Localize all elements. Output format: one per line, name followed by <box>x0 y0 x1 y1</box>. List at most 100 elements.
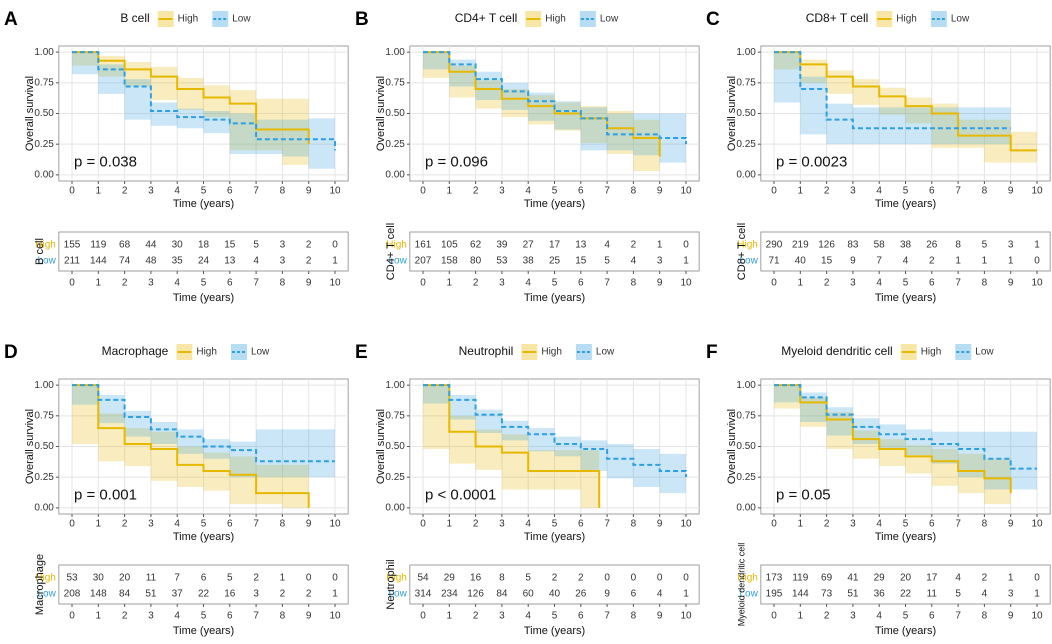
risk-count: 15 <box>224 240 236 251</box>
risk-count: 2 <box>280 589 286 600</box>
risk-count: 0 <box>1034 573 1040 584</box>
x-tick-label: 6 <box>227 611 233 622</box>
x-tick-label: 10 <box>680 519 692 530</box>
x-tick-label: 0 <box>69 186 75 197</box>
risk-count: 3 <box>280 240 286 251</box>
x-tick-label: 9 <box>1008 278 1014 289</box>
y-tick-label: 0.75 <box>385 410 405 421</box>
x-tick-label: 4 <box>525 611 531 622</box>
risk-count: 3 <box>280 256 286 267</box>
x-tick-label: 5 <box>552 278 558 289</box>
y-tick-label: 0.25 <box>34 139 54 150</box>
x-tick-label: 5 <box>552 519 558 530</box>
x-tick-label: 8 <box>631 186 637 197</box>
x-tick-label: 3 <box>499 611 505 622</box>
y-tick-label: 0.00 <box>34 503 54 514</box>
y-tick-label: 1.00 <box>34 380 54 391</box>
risk-count: 5 <box>604 256 610 267</box>
risk-count: 84 <box>496 589 508 600</box>
x-tick-label: 1 <box>447 611 453 622</box>
risk-count: 4 <box>631 256 637 267</box>
x-tick-label: 10 <box>680 611 692 622</box>
risk-count: 25 <box>549 256 561 267</box>
risk-count: 2 <box>306 256 312 267</box>
x-tick-label: 7 <box>604 186 610 197</box>
risk-count: 54 <box>417 573 429 584</box>
risk-count: 314 <box>415 589 432 600</box>
x-tick-label: 5 <box>201 186 207 197</box>
x-tick-label: 3 <box>148 186 154 197</box>
p-value: p = 0.0023 <box>776 154 847 171</box>
risk-count: 0 <box>631 573 637 584</box>
risk-count: 4 <box>982 589 988 600</box>
x-tick-label: 6 <box>578 278 584 289</box>
x-tick-label: 9 <box>657 611 663 622</box>
y-tick-label: 0.00 <box>385 170 405 181</box>
y-axis-label: Overall survival <box>24 76 36 151</box>
risk-row-label: Low <box>37 589 56 600</box>
risk-count: 158 <box>441 256 458 267</box>
x-tick-label: 8 <box>631 519 637 530</box>
risk-count: 119 <box>90 240 106 251</box>
x-tick-label: 10 <box>329 519 341 530</box>
risk-count: 40 <box>795 256 807 267</box>
risk-count: 2 <box>631 240 637 251</box>
risk-count: 41 <box>847 573 859 584</box>
x-axis-label: Time (years) <box>173 625 234 637</box>
risk-y-label: Myeloid dendritic cell <box>736 543 746 627</box>
risk-count: 37 <box>172 589 184 600</box>
x-tick-label: 8 <box>982 611 988 622</box>
risk-count: 2 <box>929 256 935 267</box>
risk-count: 1 <box>332 589 338 600</box>
risk-row-label: High <box>737 240 758 251</box>
x-axis-label: Time (years) <box>173 292 234 304</box>
x-tick-label: 4 <box>174 186 180 197</box>
panel-label: B <box>355 9 369 30</box>
x-tick-label: 1 <box>447 186 453 197</box>
risk-count: 83 <box>847 240 859 251</box>
x-tick-label: 2 <box>122 278 128 289</box>
risk-row-label: Low <box>37 256 56 267</box>
y-axis-label: Overall survival <box>726 76 738 151</box>
x-tick-label: 0 <box>69 278 75 289</box>
x-tick-label: 8 <box>631 278 637 289</box>
risk-count: 207 <box>415 256 432 267</box>
y-tick-label: 0.50 <box>736 441 756 452</box>
x-tick-label: 5 <box>201 278 207 289</box>
risk-count: 144 <box>792 589 809 600</box>
risk-count: 51 <box>847 589 859 600</box>
x-axis-label: Time (years) <box>875 625 936 637</box>
p-value: p = 0.096 <box>425 154 488 171</box>
legend-label: High <box>545 14 566 25</box>
risk-count: 3 <box>1008 589 1014 600</box>
x-tick-label: 4 <box>174 611 180 622</box>
risk-count: 68 <box>119 240 131 251</box>
risk-y-label: Macrophage <box>34 554 46 615</box>
x-tick-label: 2 <box>824 278 830 289</box>
survival-curve <box>72 51 310 145</box>
x-tick-label: 2 <box>122 519 128 530</box>
risk-count: 1 <box>280 573 286 584</box>
confidence-band <box>423 52 660 172</box>
x-tick-label: 2 <box>824 611 830 622</box>
x-tick-label: 10 <box>329 278 341 289</box>
confidence-band <box>72 385 335 478</box>
risk-count: 17 <box>549 240 561 251</box>
panel-label: E <box>355 342 368 363</box>
risk-row-label: High <box>737 573 758 584</box>
x-tick-label: 9 <box>306 519 312 530</box>
x-tick-label: 1 <box>96 186 102 197</box>
x-tick-label: 4 <box>174 519 180 530</box>
x-tick-label: 8 <box>280 278 286 289</box>
risk-count: 4 <box>657 589 663 600</box>
risk-count: 1 <box>1008 256 1014 267</box>
chart-title: Neutrophil <box>459 344 514 358</box>
legend-label: High <box>896 14 917 25</box>
p-value: p = 0.001 <box>74 487 137 504</box>
risk-row-label: High <box>35 573 56 584</box>
x-tick-label: 6 <box>227 519 233 530</box>
survival-curve <box>72 384 335 463</box>
x-tick-label: 3 <box>850 611 856 622</box>
survival-curve <box>774 384 1012 494</box>
